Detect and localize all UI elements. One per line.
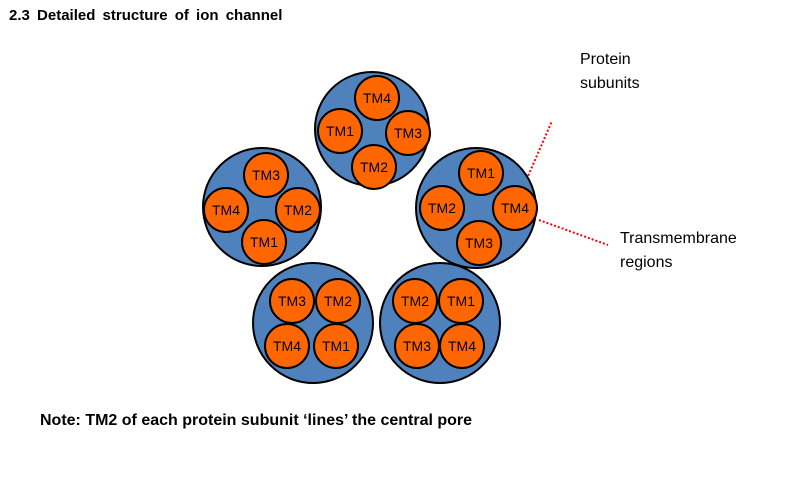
region-label: TM2 <box>360 159 388 175</box>
pore-note: Note: TM2 of each protein subunit ‘lines… <box>40 412 473 429</box>
transmembrane-region: TM2 <box>351 144 397 190</box>
transmembrane-region: TM4 <box>439 323 485 369</box>
protein-subunits-leader-line <box>524 120 553 184</box>
region-label: TM2 <box>284 202 312 218</box>
callout-line: Protein <box>580 51 631 68</box>
protein-subunit-bottom-left: TM3 TM2 TM4 TM1 <box>252 262 374 384</box>
transmembrane-regions-callout: Transmembrane regions <box>620 230 741 271</box>
region-label: TM4 <box>273 338 301 354</box>
transmembrane-region: TM4 <box>492 185 538 231</box>
transmembrane-region: TM3 <box>394 323 440 369</box>
protein-subunit-left: TM3 TM4 TM2 TM1 <box>202 147 322 267</box>
transmembrane-region: TM3 <box>269 278 315 324</box>
region-label: TM2 <box>401 293 429 309</box>
region-label: TM3 <box>465 235 493 251</box>
region-label: TM2 <box>324 293 352 309</box>
region-label: TM4 <box>212 202 240 218</box>
protein-subunit-top: TM4 TM1 TM3 TM2 <box>314 71 431 190</box>
region-label: TM1 <box>447 293 475 309</box>
transmembrane-region: TM1 <box>313 323 359 369</box>
region-label: TM1 <box>250 234 278 250</box>
region-label: TM4 <box>501 200 529 216</box>
transmembrane-region: TM2 <box>392 278 438 324</box>
region-label: TM3 <box>394 125 422 141</box>
region-label: TM3 <box>403 338 431 354</box>
region-label: TM3 <box>252 167 280 183</box>
protein-subunit-bottom-right: TM2 TM1 TM3 TM4 <box>379 262 501 384</box>
transmembrane-region: TM4 <box>203 187 249 233</box>
transmembrane-region: TM1 <box>241 219 287 265</box>
region-label: TM1 <box>322 338 350 354</box>
callout-line: subunits <box>580 75 640 92</box>
subunit-body <box>379 262 501 384</box>
transmembrane-region: TM1 <box>438 278 484 324</box>
transmembrane-region: TM2 <box>419 185 465 231</box>
transmembrane-region: TM1 <box>458 150 504 196</box>
transmembrane-region: TM2 <box>275 187 321 233</box>
region-label: TM4 <box>363 90 391 106</box>
transmembrane-region: TM1 <box>317 108 363 154</box>
region-label: TM4 <box>448 338 476 354</box>
region-label: TM3 <box>278 293 306 309</box>
transmembrane-regions-leader-line <box>538 219 609 246</box>
region-label: TM2 <box>428 200 456 216</box>
callout-line: regions <box>620 254 672 271</box>
subunit-body <box>202 147 322 267</box>
region-label: TM1 <box>326 123 354 139</box>
transmembrane-region: TM3 <box>385 110 431 156</box>
protein-subunits-callout: Protein subunits <box>580 51 640 92</box>
transmembrane-region: TM4 <box>354 75 400 121</box>
transmembrane-region: TM3 <box>243 152 289 198</box>
subunit-body <box>252 262 374 384</box>
transmembrane-region: TM3 <box>456 220 502 266</box>
callout-line: Transmembrane <box>620 230 737 247</box>
protein-subunit-right: TM1 TM2 TM4 TM3 <box>415 147 538 269</box>
section-heading: 2.3 Detailed structure of ion channel <box>9 7 283 24</box>
transmembrane-region: TM2 <box>315 278 361 324</box>
region-label: TM1 <box>467 165 495 181</box>
transmembrane-region: TM4 <box>264 323 310 369</box>
